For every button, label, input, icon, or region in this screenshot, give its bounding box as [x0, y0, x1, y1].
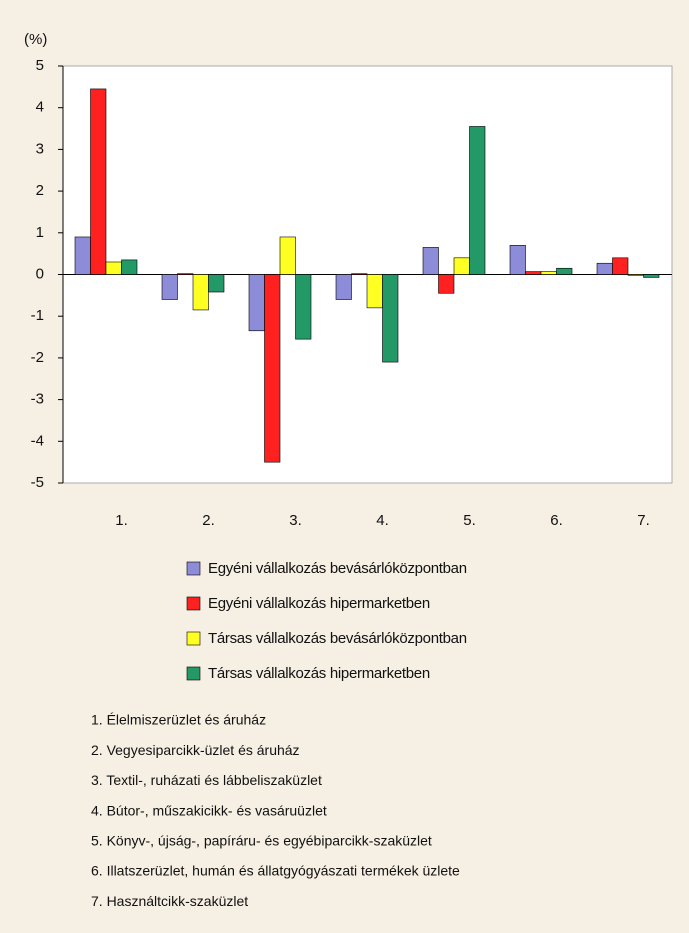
y-tick-label: 0: [36, 265, 44, 282]
bar: [192, 274, 209, 311]
bar: [422, 247, 439, 275]
legend-label: Társas vállalkozás bevásárlóközpontban: [208, 630, 467, 647]
legend-label: Társas vállalkozás hipermarketben: [208, 665, 430, 682]
x-tick-label: 3.: [289, 512, 302, 529]
bar: [438, 274, 455, 294]
footnote: 6. Illatszerüzlet, humán és állatgyógyás…: [91, 863, 460, 879]
bar: [382, 274, 399, 363]
bar: [453, 257, 470, 275]
bar: [90, 88, 107, 275]
bar: [264, 274, 281, 463]
legend-label: Egyéni vállalkozás hipermarketben: [208, 595, 430, 612]
legend-label: Egyéni vállalkozás bevásárlóközpontban: [208, 560, 467, 577]
bar: [248, 274, 265, 332]
legend-swatch: [186, 666, 201, 681]
legend-swatch: [186, 596, 201, 611]
bar: [596, 262, 613, 275]
y-tick-label: -3: [31, 391, 44, 408]
bar: [351, 273, 368, 275]
bar: [279, 236, 296, 275]
bar: [105, 261, 122, 275]
y-tick-label: -5: [31, 474, 44, 491]
bar: [366, 274, 383, 309]
x-tick-label: 4.: [376, 512, 389, 529]
bar: [121, 259, 138, 275]
footnote: 3. Textil-, ruházati és lábbeliszaküzlet: [91, 772, 322, 788]
bar: [177, 273, 194, 275]
footnote: 5. Könyv-, újság-, papíráru- és egyébipa…: [91, 833, 432, 849]
y-tick-label: 5: [36, 57, 44, 74]
bar: [643, 274, 660, 278]
bar: [469, 126, 486, 275]
x-tick-label: 6.: [550, 512, 563, 529]
x-tick-label: 5.: [463, 512, 476, 529]
bar: [556, 267, 573, 275]
y-tick-label: 2: [36, 182, 44, 199]
bar: [335, 274, 352, 300]
y-axis-label: (%): [24, 31, 47, 48]
y-tick-label: 3: [36, 140, 44, 157]
y-tick-label: 1: [36, 224, 44, 241]
x-tick-label: 1.: [115, 512, 128, 529]
bar: [627, 274, 644, 276]
bar: [540, 271, 557, 275]
bar: [525, 271, 542, 275]
footnote: 1. Élelmiszerüzlet és áruház: [91, 712, 266, 728]
bar: [161, 274, 178, 300]
bar: [509, 245, 526, 275]
footnote: 7. Használtcikk-szaküzlet: [91, 893, 248, 909]
bar: [295, 274, 312, 340]
y-tick-label: 4: [36, 99, 44, 116]
x-tick-label: 7.: [637, 512, 650, 529]
y-tick-label: -1: [31, 307, 44, 324]
legend-swatch: [186, 561, 201, 576]
y-tick-label: -2: [31, 349, 44, 366]
bar: [208, 274, 225, 293]
footnote: 4. Bútor-, műszakicikk- és vasáruüzlet: [91, 802, 327, 818]
footnote: 2. Vegyesiparcikk-üzlet és áruház: [91, 742, 300, 758]
legend-swatch: [186, 631, 201, 646]
bar: [612, 257, 629, 275]
bar: [74, 236, 91, 275]
x-tick-label: 2.: [202, 512, 215, 529]
y-tick-label: -4: [31, 432, 44, 449]
